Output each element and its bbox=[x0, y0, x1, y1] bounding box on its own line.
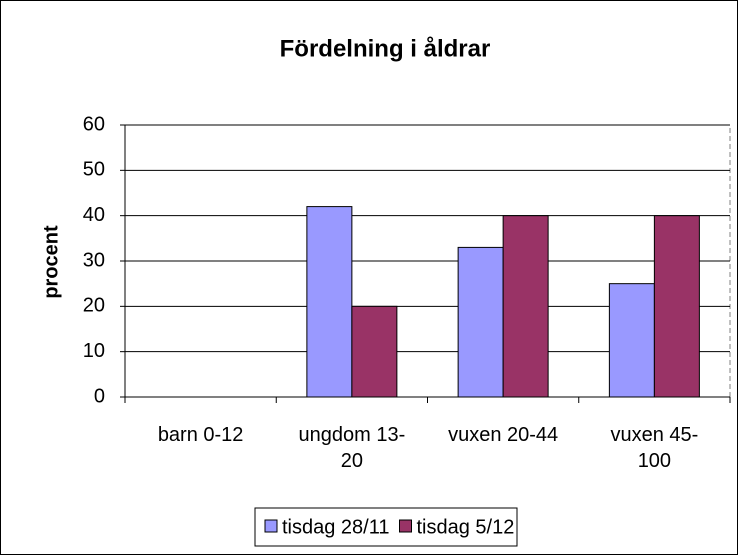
y-tick-label: 30 bbox=[83, 249, 105, 271]
y-tick-label: 0 bbox=[94, 385, 105, 407]
bar bbox=[306, 206, 353, 398]
y-tick-label: 10 bbox=[83, 340, 105, 362]
x-tick-label: vuxen 45-100 bbox=[610, 424, 699, 472]
legend-label: tisdag 5/12 bbox=[417, 516, 515, 538]
x-tick-label: vuxen 20-44 bbox=[448, 424, 559, 446]
bar bbox=[351, 305, 398, 398]
legend-swatch bbox=[399, 519, 412, 533]
bar bbox=[457, 246, 504, 398]
legend-box bbox=[254, 507, 518, 547]
y-tick-label: 40 bbox=[83, 204, 105, 226]
chart-title: Fördelning i åldrar bbox=[280, 35, 491, 62]
bar bbox=[653, 215, 700, 398]
y-tick-label: 20 bbox=[83, 295, 105, 317]
x-tick-label: ungdom 13-20 bbox=[298, 424, 406, 472]
legend-label: tisdag 28/11 bbox=[282, 516, 390, 538]
bar bbox=[608, 283, 655, 398]
x-tick-label: barn 0-12 bbox=[157, 424, 244, 446]
y-axis-label: procent bbox=[40, 225, 62, 299]
bar bbox=[502, 215, 549, 398]
y-tick-label: 50 bbox=[83, 159, 105, 181]
y-tick-label: 60 bbox=[83, 113, 105, 135]
legend-swatch bbox=[264, 519, 278, 533]
